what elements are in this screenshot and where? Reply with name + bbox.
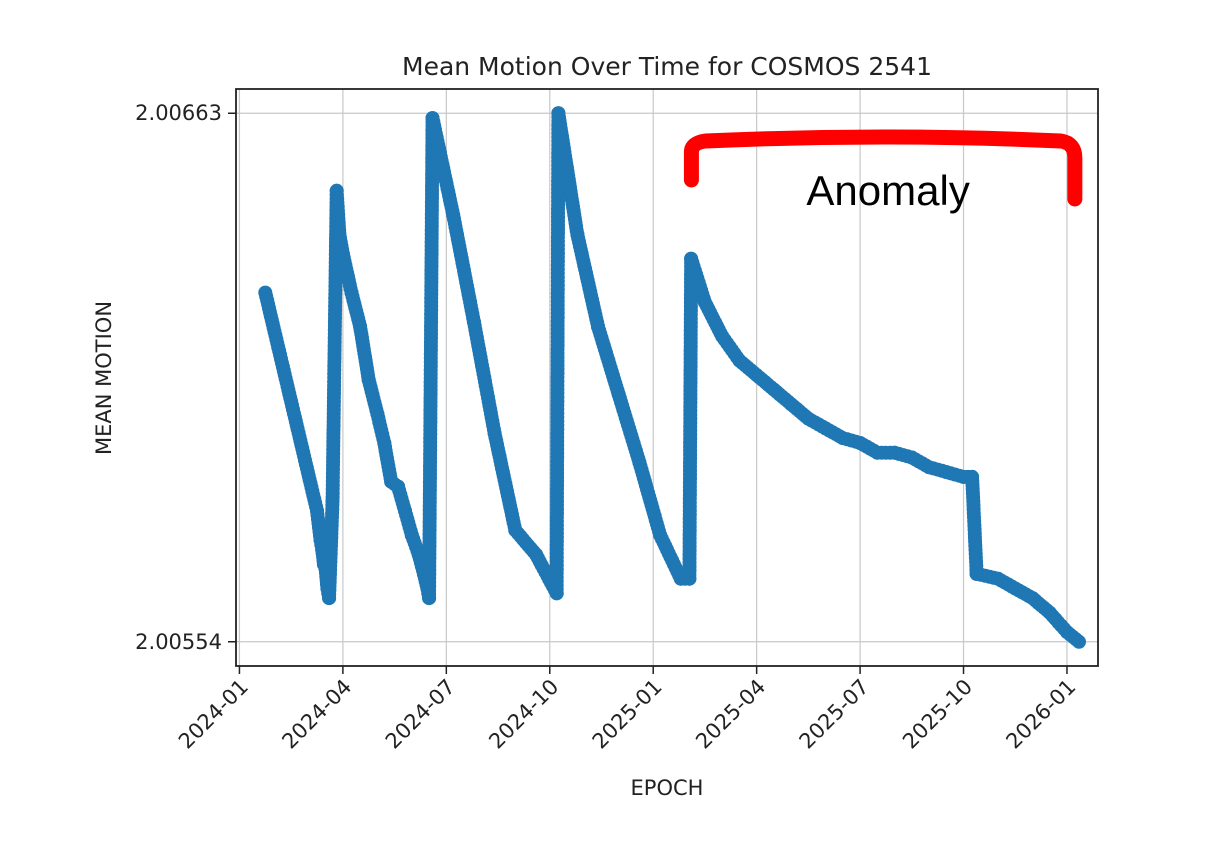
y-axis-label: MEAN MOTION xyxy=(92,301,116,455)
anomaly-annotation: Anomaly xyxy=(683,129,1083,214)
anomaly-bracket xyxy=(683,129,1083,207)
y-tick-label: 2.00663 xyxy=(135,101,222,125)
series-mean-motion xyxy=(258,106,1086,649)
plot-frame xyxy=(235,88,1099,667)
chart-title: Mean Motion Over Time for COSMOS 2541 xyxy=(402,52,932,81)
y-tick-label: 2.00554 xyxy=(135,630,222,654)
anomaly-label: Anomaly xyxy=(806,167,969,214)
data-point xyxy=(1072,634,1086,649)
x-axis-label: EPOCH xyxy=(631,776,704,800)
